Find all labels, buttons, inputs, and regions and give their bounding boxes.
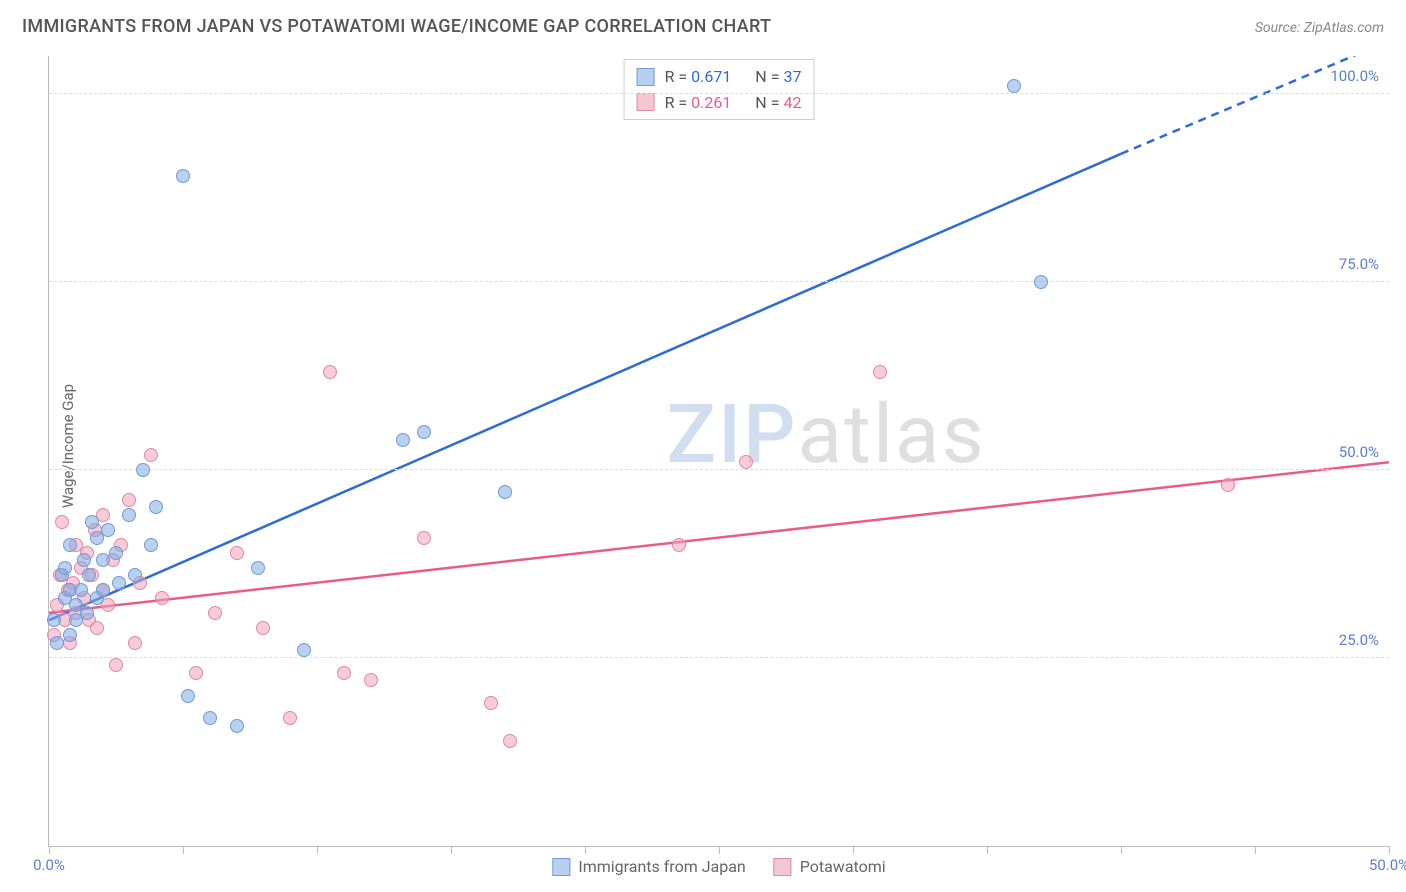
data-point: [96, 553, 110, 567]
data-point: [283, 711, 297, 725]
data-point: [85, 515, 99, 529]
gridline: [49, 657, 1389, 658]
data-point: [82, 568, 96, 582]
data-point: [109, 546, 123, 560]
data-point: [77, 553, 91, 567]
data-point: [417, 531, 431, 545]
data-point: [80, 606, 94, 620]
trend-lines: [49, 56, 1389, 846]
data-point: [297, 643, 311, 657]
legend-row-a: R = 0.671 N = 37: [637, 64, 802, 90]
data-point: [203, 711, 217, 725]
x-tick: [49, 846, 50, 854]
data-point: [672, 538, 686, 552]
legend-correlation: R = 0.671 N = 37 R = 0.261 N = 42: [624, 59, 815, 120]
data-point: [74, 583, 88, 597]
gridline: [49, 93, 1389, 94]
x-tick: [1121, 846, 1122, 854]
data-point: [396, 433, 410, 447]
x-tick: [1255, 846, 1256, 854]
data-point: [1221, 478, 1235, 492]
data-point: [364, 673, 378, 687]
data-point: [417, 425, 431, 439]
data-point: [55, 515, 69, 529]
data-point: [181, 689, 195, 703]
swatch-b: [637, 93, 655, 111]
data-point: [101, 523, 115, 537]
data-point: [503, 734, 517, 748]
chart-title: IMMIGRANTS FROM JAPAN VS POTAWATOMI WAGE…: [22, 16, 771, 37]
data-point: [58, 561, 72, 575]
x-tick: [987, 846, 988, 854]
data-point: [90, 621, 104, 635]
gridline: [49, 281, 1389, 282]
data-point: [128, 636, 142, 650]
data-point: [251, 561, 265, 575]
gridline: [49, 469, 1389, 470]
x-tick: [451, 846, 452, 854]
data-point: [256, 621, 270, 635]
data-point: [128, 568, 142, 582]
y-tick-label: 100.0%: [1330, 67, 1379, 85]
data-point: [1007, 79, 1021, 93]
scatter-plot: ZIPatlas R = 0.671 N = 37 R = 0.261 N = …: [48, 56, 1389, 847]
data-point: [498, 485, 512, 499]
data-point: [1034, 275, 1048, 289]
data-point: [189, 666, 203, 680]
data-point: [149, 500, 163, 514]
data-point: [47, 613, 61, 627]
swatch-a-icon: [552, 858, 570, 876]
data-point: [873, 365, 887, 379]
data-point: [155, 591, 169, 605]
data-point: [323, 365, 337, 379]
data-point: [112, 576, 126, 590]
source-label: Source: ZipAtlas.com: [1255, 17, 1384, 36]
x-tick: [317, 846, 318, 854]
data-point: [208, 606, 222, 620]
data-point: [109, 658, 123, 672]
data-point: [96, 583, 110, 597]
x-tick: [719, 846, 720, 854]
x-tick: [585, 846, 586, 854]
data-point: [122, 493, 136, 507]
data-point: [176, 169, 190, 183]
data-point: [136, 463, 150, 477]
data-point: [484, 696, 498, 710]
swatch-a: [637, 68, 655, 86]
data-point: [144, 448, 158, 462]
swatch-b-icon: [774, 858, 792, 876]
x-tick-label: 0.0%: [33, 856, 65, 874]
data-point: [122, 508, 136, 522]
x-tick: [1389, 846, 1390, 854]
x-tick-label: 50.0%: [1369, 856, 1406, 874]
legend-series: Immigrants from Japan Potawatomi: [552, 857, 885, 876]
data-point: [230, 546, 244, 560]
data-point: [144, 538, 158, 552]
data-point: [63, 538, 77, 552]
y-tick-label: 25.0%: [1339, 631, 1379, 649]
x-tick: [853, 846, 854, 854]
data-point: [337, 666, 351, 680]
y-tick-label: 50.0%: [1339, 443, 1379, 461]
y-tick-label: 75.0%: [1339, 255, 1379, 273]
data-point: [739, 455, 753, 469]
x-tick: [183, 846, 184, 854]
data-point: [50, 636, 64, 650]
data-point: [230, 719, 244, 733]
data-point: [63, 628, 77, 642]
legend-label-a: Immigrants from Japan: [578, 857, 745, 876]
legend-label-b: Potawatomi: [800, 857, 886, 876]
